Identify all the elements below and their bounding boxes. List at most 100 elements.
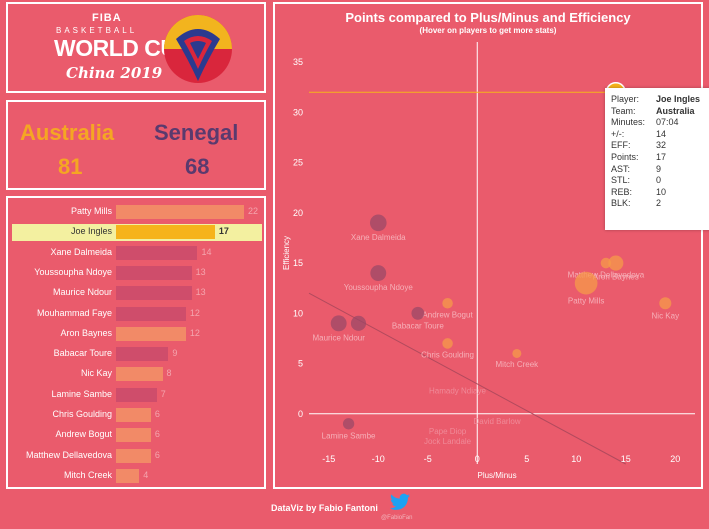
bar-value: 12	[189, 307, 200, 318]
x-axis-label: Plus/Minus	[477, 471, 516, 480]
ghost-player-label: Pape Diop	[429, 427, 467, 436]
bar-value: 6	[154, 449, 160, 460]
y-tick-label: 15	[293, 258, 303, 268]
bar-player-name: Aron Baynes	[60, 327, 112, 338]
tooltip-key: BLK:	[611, 198, 631, 209]
scatter-point-label: Lamine Sambe	[322, 431, 376, 440]
bar-player-name: Babacar Toure	[53, 348, 112, 359]
scatter-point-label: Xane Dalmeida	[351, 233, 406, 242]
scatter-point[interactable]	[442, 338, 453, 349]
scatter-point[interactable]	[342, 418, 355, 430]
y-tick-label: 30	[293, 107, 303, 117]
tooltip-key: AST:	[611, 163, 631, 174]
bar-row[interactable]: Youssoupha Ndoye 13	[12, 265, 262, 282]
twitter-icon[interactable]	[390, 493, 410, 511]
tooltip-row: Points: 17	[611, 152, 709, 164]
team-b-score: 68	[185, 154, 210, 179]
tooltip-row: AST: 9	[611, 164, 709, 176]
scatter-point[interactable]	[350, 315, 367, 331]
bar[interactable]	[116, 428, 151, 443]
scatter-title: Points compared to Plus/Minus and Effici…	[345, 10, 631, 25]
y-tick-label: 5	[298, 359, 303, 369]
bar[interactable]	[116, 408, 151, 422]
bar-player-name: Mouhammad Faye	[36, 307, 112, 318]
scatter-point[interactable]	[659, 297, 672, 310]
tooltip-key: REB:	[611, 186, 633, 197]
scatter-point[interactable]	[411, 306, 425, 320]
bar[interactable]	[116, 468, 140, 483]
bar[interactable]	[116, 205, 244, 219]
bar-row[interactable]: Lamine Sambe 7	[12, 387, 262, 404]
bar-row[interactable]: Babacar Toure 9	[12, 346, 262, 363]
scatter-point[interactable]	[600, 257, 612, 269]
team-a-score: 81	[58, 154, 83, 179]
logo-basketball-text: BASKETBALL	[56, 26, 138, 35]
bar-player-name: Youssoupha Ndoye	[34, 266, 112, 277]
bar[interactable]	[116, 265, 192, 280]
bar[interactable]	[116, 387, 157, 402]
bar-value: 9	[172, 348, 178, 359]
scatter-point-label: Maurice Ndour	[312, 333, 365, 342]
bar-row[interactable]: Patty Mills 22	[12, 204, 262, 221]
scatter-point[interactable]	[330, 315, 347, 332]
scatter-point-label: Mitch Creek	[496, 360, 540, 369]
y-tick-label: 0	[298, 409, 303, 419]
bar-player-name: Chris Goulding	[52, 409, 112, 419]
score-panel: Australia Senegal 81 68	[6, 100, 266, 190]
tooltip-key: +/-:	[611, 128, 625, 139]
y-tick-label: 10	[293, 308, 303, 318]
ghost-player-label: Jock Landale	[424, 437, 472, 446]
scatter-point-label: Matthew Dellavedova	[568, 270, 645, 279]
scatter-point[interactable]	[574, 271, 598, 295]
bar[interactable]	[116, 367, 163, 382]
tooltip-value: 10	[656, 186, 667, 197]
ghost-player-label: Hamady Ndiaye	[429, 387, 486, 396]
scatter-point-label: Babacar Toure	[392, 322, 444, 331]
bar[interactable]	[116, 326, 186, 341]
bar[interactable]	[116, 225, 215, 240]
tooltip-row: REB: 10	[611, 187, 709, 199]
tooltip-value: 14	[656, 128, 667, 139]
bar[interactable]	[116, 306, 186, 321]
scatter-point[interactable]	[512, 348, 522, 358]
scatter-point[interactable]	[442, 297, 453, 309]
bar-row[interactable]: Mitch Creek 4	[12, 468, 262, 485]
bar-value: 17	[218, 226, 229, 237]
scatter-panel: Points compared to Plus/Minus and Effici…	[273, 2, 709, 489]
bar-value: 22	[248, 206, 259, 216]
tooltip-value: Australia	[656, 105, 695, 116]
bar-row[interactable]: Andrew Bogut 6	[12, 427, 262, 444]
bar-value: 6	[154, 429, 160, 440]
world-cup-emblem-icon	[164, 15, 232, 83]
bar-row[interactable]: Aron Baynes 12	[12, 326, 262, 343]
tooltip-value: 17	[656, 151, 667, 162]
player-tooltip: Player: Joe Ingles Team: Australia Minutes: 0…	[605, 88, 709, 230]
tooltip-key: Player:	[611, 94, 640, 104]
bar-row[interactable]: Mouhammad Faye 12	[12, 306, 262, 323]
x-tick-label: -15	[322, 454, 335, 464]
y-tick-label: 20	[293, 208, 303, 218]
bar[interactable]	[116, 347, 169, 362]
bar-row[interactable]: Chris Goulding 6	[12, 407, 262, 424]
y-axis-label: Efficiency	[282, 236, 291, 270]
bar-row[interactable]: Matthew Dellavedova 6	[12, 448, 262, 465]
tooltip-row: +/-: 14	[611, 129, 709, 141]
scatter-point-label: Chris Goulding	[421, 351, 474, 360]
scatter-point[interactable]	[370, 265, 387, 282]
y-tick-label: 35	[293, 57, 303, 67]
bar[interactable]	[116, 286, 192, 301]
bar-row[interactable]: Joe Ingles 17	[12, 224, 262, 242]
bar-row[interactable]: Maurice Ndour 13	[12, 285, 262, 302]
bar[interactable]	[116, 448, 151, 463]
bar[interactable]	[116, 245, 198, 260]
bar-row[interactable]: Nic Kay 8	[12, 366, 262, 383]
tooltip-value: 32	[656, 140, 667, 151]
scatter-point[interactable]	[369, 214, 387, 232]
tooltip-row: STL: 0	[611, 175, 709, 187]
tooltip-row: BLK: 2	[611, 198, 709, 210]
scatter-point[interactable]	[608, 255, 624, 271]
logo-china-text: China 2019	[66, 64, 163, 82]
tooltip-row: Player: Joe Ingles	[611, 94, 709, 106]
bar-row[interactable]: Xane Dalmeida 14	[12, 245, 262, 262]
